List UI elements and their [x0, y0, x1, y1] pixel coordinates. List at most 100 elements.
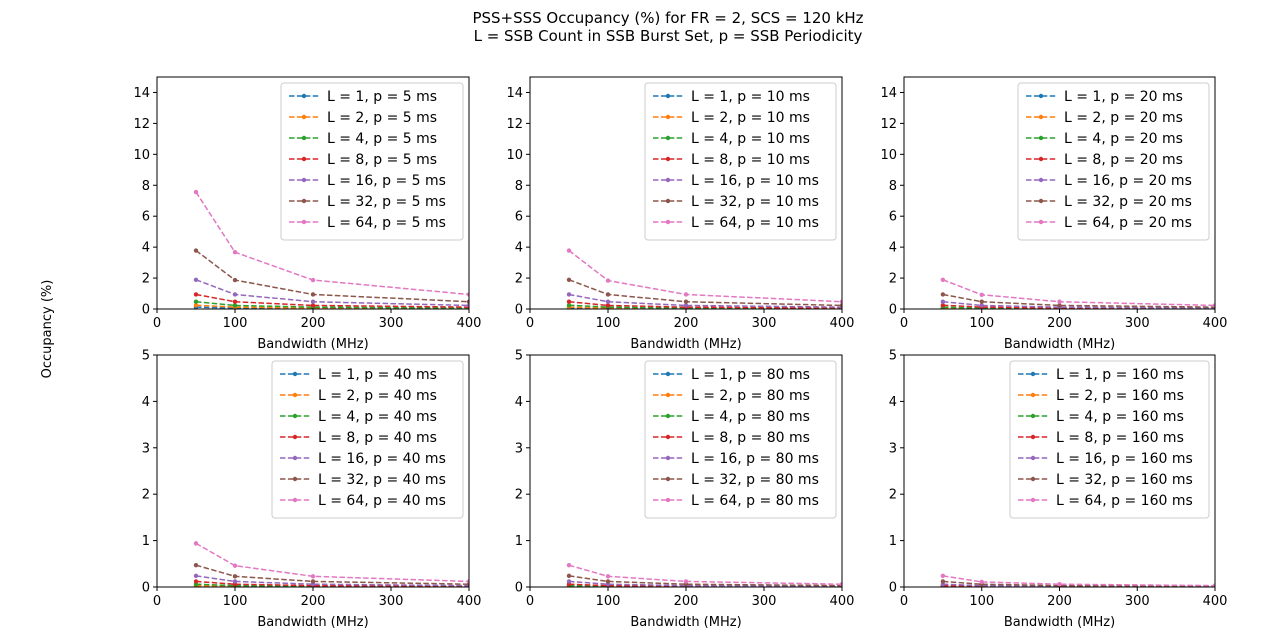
- y-tick-label: 6: [889, 210, 897, 225]
- data-point: [193, 541, 199, 546]
- legend-box: [644, 82, 837, 241]
- legend-marker: [1038, 135, 1044, 141]
- x-axis-label: Bandwidth (MHz): [257, 337, 368, 352]
- data-point: [683, 579, 689, 584]
- legend-entry: L = 64, p = 40 ms: [318, 493, 446, 509]
- data-point: [605, 303, 611, 308]
- series-line: [195, 249, 469, 303]
- legend-entry: L = 8, p = 160 ms: [1056, 430, 1184, 446]
- legend-marker: [665, 371, 671, 377]
- series-line: [195, 300, 469, 309]
- data-point: [605, 574, 611, 579]
- legend-entry: L = 1, p = 80 ms: [691, 367, 810, 383]
- y-tick-label: 5: [142, 349, 150, 364]
- data-point: [683, 292, 689, 297]
- y-tick-label: 3: [142, 441, 150, 456]
- y-tick-label: 8: [142, 179, 150, 194]
- x-axis-label: Bandwidth (MHz): [630, 615, 741, 630]
- y-tick-label: 14: [506, 86, 523, 101]
- data-point: [940, 292, 946, 297]
- y-tick-label: 6: [142, 210, 150, 225]
- legend-entry: L = 1, p = 5 ms: [327, 89, 437, 105]
- data-point: [940, 277, 946, 282]
- legend-marker: [665, 455, 671, 461]
- legend-entry: L = 16, p = 10 ms: [691, 173, 819, 189]
- plot-area: [940, 277, 1215, 309]
- x-tick-label: 300: [752, 316, 777, 331]
- legend-marker: [1038, 177, 1044, 183]
- data-point: [1212, 303, 1215, 308]
- y-tick-label: 10: [506, 148, 523, 163]
- data-point: [940, 573, 946, 579]
- legend-marker: [301, 177, 307, 183]
- legend-marker: [665, 413, 671, 419]
- x-tick-label: 300: [379, 594, 404, 609]
- figure-y-axis-label: Occupancy (%): [40, 280, 55, 379]
- legend-marker: [292, 455, 298, 461]
- legend-marker: [301, 219, 307, 225]
- data-point: [466, 303, 469, 308]
- legend-box: [280, 82, 464, 241]
- x-tick-label: 100: [596, 594, 621, 609]
- legend-entry: L = 1, p = 160 ms: [1056, 367, 1184, 383]
- y-tick-label: 4: [515, 395, 523, 410]
- data-point: [839, 303, 842, 308]
- x-tick-label: 400: [457, 316, 482, 331]
- data-point: [566, 303, 572, 308]
- y-tick-label: 1: [889, 534, 897, 549]
- y-tick-label: 2: [889, 272, 897, 287]
- data-point: [310, 303, 316, 308]
- legend-entry: L = 1, p = 40 ms: [318, 367, 437, 383]
- legend: L = 1, p = 40 ms L = 2, p = 40 ms L = 4, p…: [271, 360, 464, 519]
- legend-marker: [292, 476, 298, 482]
- legend-entry: L = 4, p = 40 ms: [318, 409, 437, 425]
- data-point: [839, 299, 842, 304]
- legend-marker: [665, 135, 671, 141]
- series-line: [195, 191, 469, 296]
- legend-entry: L = 16, p = 80 ms: [691, 451, 819, 467]
- series-line: [568, 249, 842, 303]
- y-tick-label: 14: [133, 86, 150, 101]
- x-tick-label: 400: [830, 594, 855, 609]
- legend-marker: [292, 371, 298, 377]
- plot-area: [193, 189, 469, 309]
- y-tick-label: 0: [889, 581, 897, 596]
- data-point: [605, 299, 611, 304]
- y-tick-label: 4: [515, 241, 523, 256]
- y-tick-label: 4: [142, 241, 150, 256]
- legend-entry: L = 4, p = 10 ms: [691, 131, 810, 147]
- x-axis-label: Bandwidth (MHz): [257, 615, 368, 630]
- series-line: [942, 279, 1215, 307]
- legend: L = 1, p = 5 ms L = 2, p = 5 ms L = 4, p =…: [280, 82, 464, 241]
- legend-entry: L = 64, p = 10 ms: [691, 215, 819, 231]
- series-line: [195, 575, 469, 587]
- data-point: [683, 303, 689, 308]
- series-line: [195, 564, 469, 585]
- legend-marker: [1038, 219, 1044, 225]
- series-line: [942, 575, 1215, 587]
- plot-area: [193, 541, 469, 587]
- legend-box: [1009, 360, 1210, 519]
- legend-marker: [301, 198, 307, 204]
- x-tick-label: 400: [830, 316, 855, 331]
- legend-marker: [665, 93, 671, 99]
- legend-marker: [301, 156, 307, 162]
- y-tick-label: 14: [880, 86, 897, 101]
- x-axis-label: Bandwidth (MHz): [1004, 615, 1115, 630]
- data-point: [310, 579, 316, 584]
- legend-entry: L = 64, p = 160 ms: [1056, 493, 1193, 509]
- legend-entry: L = 8, p = 5 ms: [327, 152, 437, 168]
- series-line: [195, 542, 469, 583]
- legend-marker: [1030, 497, 1036, 503]
- legend-entry: L = 64, p = 5 ms: [327, 215, 446, 231]
- data-point: [979, 299, 984, 304]
- y-tick-label: 2: [515, 488, 523, 503]
- data-point: [193, 303, 199, 308]
- y-tick-label: 3: [889, 441, 897, 456]
- data-point: [232, 250, 238, 255]
- legend-entry: L = 8, p = 20 ms: [1064, 152, 1183, 168]
- subplot-3: 0 100 200 300 400 0 2 4 6 8 10 12 14 Bandwidth (MHz) L…: [880, 76, 1227, 352]
- series-line: [568, 293, 842, 308]
- x-tick-label: 300: [1125, 594, 1150, 609]
